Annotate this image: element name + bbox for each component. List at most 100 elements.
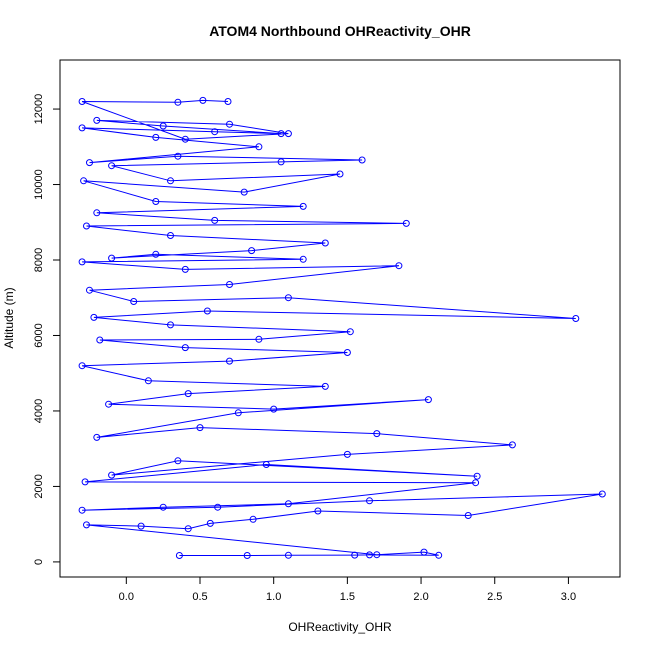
- data-point: [277, 158, 285, 166]
- data-point: [152, 133, 160, 141]
- data-point: [203, 307, 211, 315]
- data-point: [249, 515, 257, 523]
- data-point: [86, 286, 93, 294]
- data-point: [167, 321, 174, 329]
- data-point: [159, 122, 167, 130]
- data-point: [181, 265, 189, 273]
- data-point: [572, 315, 580, 322]
- x-tick-label: 0.0: [119, 591, 134, 603]
- data-point: [181, 344, 189, 352]
- data-point: [464, 512, 472, 519]
- data-point: [358, 156, 366, 164]
- data-point: [78, 98, 86, 105]
- y-tick-label: 6000: [33, 323, 45, 347]
- y-tick-label: 10000: [33, 169, 45, 200]
- data-point: [167, 232, 174, 239]
- y-tick-label: 12000: [33, 94, 45, 125]
- data-point: [248, 247, 256, 255]
- data-point: [96, 336, 104, 344]
- y-tick-label: 2000: [33, 474, 45, 498]
- data-point: [284, 130, 292, 138]
- data-point: [81, 478, 89, 486]
- data-point: [346, 328, 354, 336]
- data-point: [93, 116, 101, 124]
- data-point: [343, 450, 351, 458]
- data-point: [402, 219, 410, 227]
- y-tick-label: 4000: [33, 399, 45, 423]
- data-point: [86, 159, 93, 167]
- data-point: [214, 503, 222, 511]
- data-point: [299, 255, 307, 263]
- data-point: [105, 400, 113, 408]
- data-point: [240, 188, 248, 196]
- data-point: [199, 96, 207, 104]
- data-point: [83, 521, 90, 529]
- data-point: [226, 281, 233, 288]
- x-axis: 0.0 0.5 1.0 1.5 2.0 2.5 3.0: [119, 576, 576, 603]
- data-point: [211, 128, 219, 136]
- data-point: [174, 152, 182, 160]
- x-tick-label: 2.0: [413, 591, 428, 603]
- data-point: [93, 433, 101, 441]
- data-point: [206, 519, 214, 527]
- data-point: [108, 162, 116, 170]
- data-point: [167, 177, 174, 185]
- data-point: [284, 500, 292, 508]
- data-point: [78, 124, 86, 132]
- data-point: [262, 461, 270, 468]
- x-tick-label: 0.5: [192, 591, 207, 603]
- data-point: [420, 548, 428, 556]
- data-point: [196, 424, 204, 432]
- data-point: [78, 362, 86, 370]
- y-tick-label: 0: [33, 559, 45, 565]
- data-point: [137, 522, 145, 530]
- data-point: [226, 120, 233, 128]
- data-point: [270, 405, 278, 413]
- data-point: [373, 551, 381, 559]
- data-point: [159, 503, 167, 511]
- x-tick-label: 1.5: [340, 591, 355, 603]
- data-point: [473, 472, 481, 480]
- y-axis-label: Altitude (m): [2, 287, 16, 348]
- series-layer: [78, 96, 606, 559]
- data-point: [130, 298, 138, 305]
- data-point: [343, 349, 351, 356]
- data-point: [395, 262, 403, 270]
- data-point: [144, 377, 152, 385]
- data-point: [184, 525, 192, 533]
- data-point: [366, 551, 373, 559]
- data-point: [314, 507, 322, 515]
- chart-title: ATOM4 Northbound OHReactivity_OHR: [209, 23, 471, 39]
- data-point: [373, 430, 381, 438]
- data-point: [174, 98, 182, 106]
- data-point: [90, 313, 98, 321]
- data-point: [80, 177, 88, 185]
- data-point: [277, 130, 285, 138]
- data-point: [83, 222, 90, 230]
- data-point: [78, 506, 86, 514]
- data-point: [174, 457, 182, 465]
- data-point: [351, 551, 359, 559]
- data-point: [424, 396, 432, 404]
- data-point: [366, 497, 373, 505]
- data-point: [224, 98, 232, 105]
- data-point: [508, 441, 516, 449]
- series-line: [81, 99, 603, 556]
- data-point: [598, 490, 606, 498]
- x-tick-label: 3.0: [561, 591, 576, 603]
- data-point: [152, 250, 160, 258]
- data-point: [78, 258, 86, 266]
- data-point: [243, 552, 251, 559]
- data-point: [175, 552, 183, 559]
- data-point: [472, 479, 480, 487]
- data-point: [255, 335, 263, 343]
- data-point: [284, 294, 292, 302]
- data-point: [108, 471, 116, 479]
- data-point: [284, 551, 292, 559]
- data-point: [321, 239, 329, 247]
- data-point: [226, 357, 233, 365]
- data-point: [211, 216, 219, 224]
- data-point: [93, 209, 101, 217]
